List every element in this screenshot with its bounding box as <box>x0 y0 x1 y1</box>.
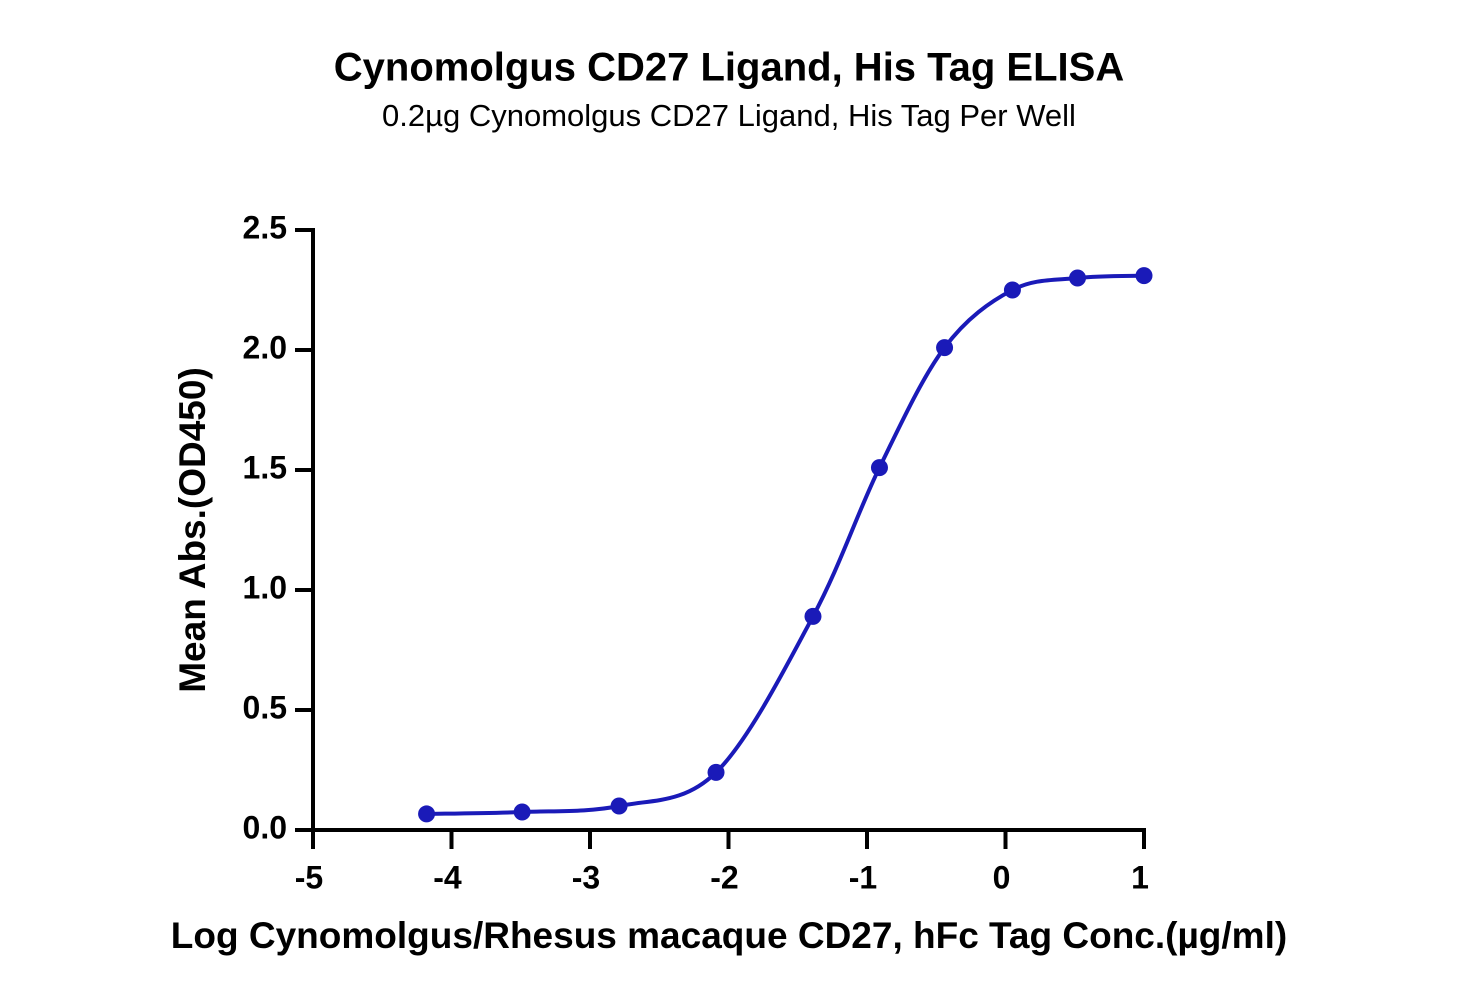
data-point <box>870 459 888 477</box>
y-tick-label: 0.5 <box>243 689 287 725</box>
chart-title: Cynomolgus CD27 Ligand, His Tag ELISA <box>334 46 1124 90</box>
curve <box>426 273 1145 816</box>
x-tick-label: -4 <box>433 859 462 895</box>
x-tick-label: 0 <box>993 859 1011 895</box>
x-tick-label: 1 <box>1131 859 1149 895</box>
y-tick-label: 2.0 <box>243 329 287 365</box>
data-point <box>1003 281 1021 299</box>
y-tick-label: 1.0 <box>243 569 287 605</box>
x-axis-label: Log Cynomolgus/Rhesus macaque CD27, hFc … <box>171 915 1287 956</box>
x-tick-label: -1 <box>849 859 877 895</box>
data-point <box>1135 267 1153 285</box>
data-point <box>936 339 954 357</box>
chart-subtitle: 0.2µg Cynomolgus CD27 Ligand, His Tag Pe… <box>382 98 1076 133</box>
x-tick-label: -2 <box>710 859 738 895</box>
data-point <box>418 805 436 823</box>
y-tick-label: 1.5 <box>243 449 287 485</box>
y-tick-label: 0.0 <box>243 809 287 845</box>
x-tick-label: -3 <box>572 859 600 895</box>
x-tick-label: -5 <box>295 859 323 895</box>
data-point <box>707 763 725 781</box>
y-axis-label: Mean Abs.(OD450) <box>172 367 213 693</box>
data-point <box>513 803 531 821</box>
y-tick-label: 2.5 <box>243 209 287 245</box>
data-point <box>804 607 822 625</box>
data-point <box>610 797 628 815</box>
data-point <box>1069 269 1087 287</box>
